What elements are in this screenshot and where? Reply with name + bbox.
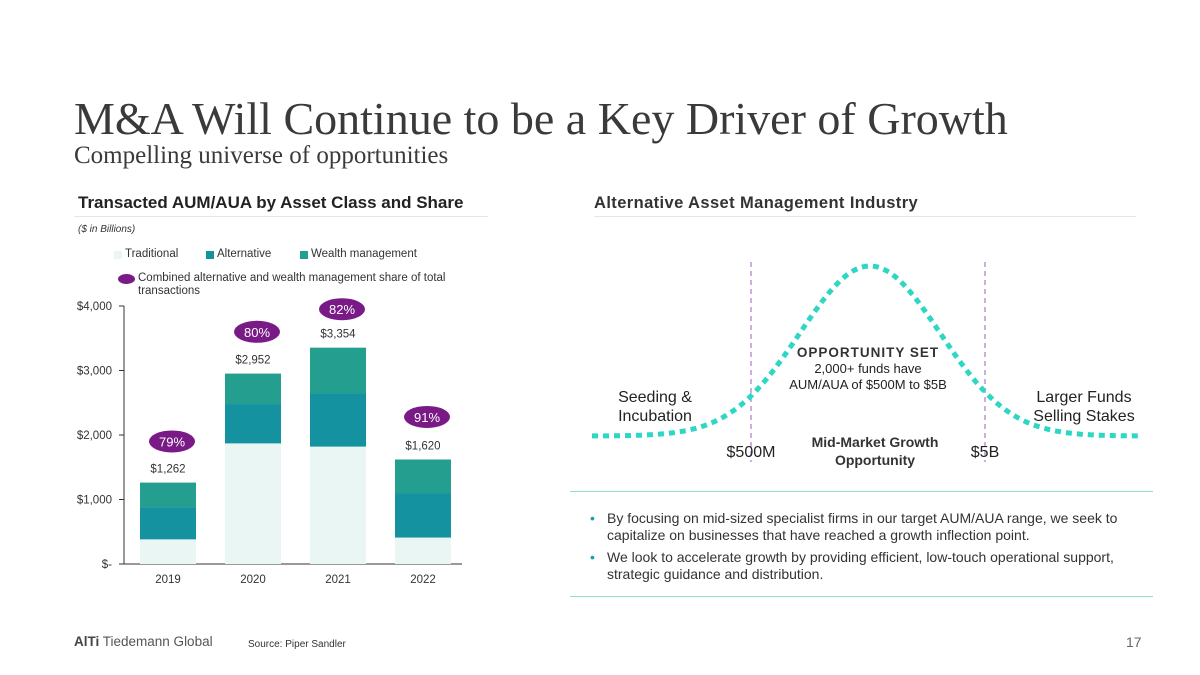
- bar-layer: $- $1,000 $2,000 $3,000 $4,000 2019 $1,262 79% 2…: [77, 298, 451, 586]
- bar-segment-traditional-2022: [395, 537, 451, 564]
- legend-label-traditional: Traditional: [125, 248, 179, 260]
- seeding-label-line-1: Seeding &: [618, 389, 692, 406]
- opportunity-set-line-2: AUM/AUA of $500M to $5B: [789, 377, 947, 392]
- share-badge-2021: 82%: [319, 298, 365, 321]
- bar-segment-wealth-management-2021: [310, 347, 366, 394]
- bullet-text: By focusing on mid-sized specialist firm…: [607, 510, 1118, 543]
- bar-segment-alternative-2020: [225, 404, 281, 444]
- legend-oval-combined-share: [118, 274, 135, 284]
- share-badge-label: 91%: [414, 410, 440, 425]
- bullets-top-divider: [570, 491, 1153, 492]
- larger-funds-label-line-1: Larger Funds: [1036, 389, 1131, 406]
- opportunity-set-heading: OPPORTUNITY SET: [797, 345, 939, 360]
- footer-brand: AlTi Tiedemann Global: [74, 634, 213, 649]
- bar-segment-alternative-2022: [395, 493, 451, 538]
- upper-bound-label: $5B: [971, 444, 999, 461]
- y-tick-label: $4,000: [77, 301, 112, 313]
- slide-title: M&A Will Continue to be a Key Driver of …: [74, 93, 1008, 144]
- footer-brand-rest: Tiedemann Global: [99, 634, 213, 649]
- share-badge-oval: [149, 430, 195, 453]
- mid-market-label-line-2: Opportunity: [835, 452, 915, 468]
- x-tick-label-2019: 2019: [155, 574, 181, 586]
- bullets-bottom-divider: [570, 596, 1153, 597]
- bar-chart-title: Transacted AUM/AUA by Asset Class and Sh…: [78, 193, 464, 212]
- page-number: 17: [1126, 634, 1142, 650]
- industry-diagram-title: Alternative Asset Management Industry: [594, 194, 919, 212]
- x-tick-label-2021: 2021: [325, 574, 351, 586]
- legend-item-combined-share: Combined alternative and wealth manageme…: [118, 272, 468, 298]
- bar-segment-wealth-management-2019: [140, 482, 196, 508]
- total-label-2020: $2,952: [235, 355, 270, 367]
- bar-segment-wealth-management-2022: [395, 459, 451, 494]
- legend-item-traditional: Traditional: [114, 248, 178, 260]
- source-note: Source: Piper Sandler: [248, 639, 346, 650]
- total-label-2021: $3,354: [320, 329, 356, 341]
- bullet-item: • We look to accelerate growth by providi…: [588, 549, 1148, 583]
- legend-label-combined-share: Combined alternative and wealth manageme…: [138, 272, 446, 297]
- opportunity-set-line-1: 2,000+ funds have: [814, 361, 921, 376]
- slide-subtitle: Compelling universe of opportunities: [74, 142, 449, 169]
- share-badge-label: 79%: [159, 434, 185, 449]
- share-badge-oval: [234, 320, 280, 343]
- share-badge-label: 80%: [244, 325, 270, 340]
- share-badge-label: 82%: [329, 302, 355, 317]
- bell-curve: [592, 263, 1138, 439]
- bar-chart: $- $1,000 $2,000 $3,000 $4,000 2019 $1,262 79% 2…: [77, 298, 462, 586]
- total-label-2019: $1,262: [150, 464, 185, 476]
- bar-segment-traditional-2021: [310, 446, 366, 564]
- bar-segment-wealth-management-2020: [225, 373, 281, 405]
- share-badge-oval: [404, 405, 450, 428]
- x-tick-label-2020: 2020: [240, 574, 266, 586]
- x-tick-label-2022: 2022: [410, 574, 436, 586]
- y-tick-label: $-: [102, 559, 112, 571]
- bar-segment-alternative-2021: [310, 393, 366, 447]
- bar-segment-traditional-2019: [140, 539, 196, 564]
- legend-item-wealth-management: Wealth management: [300, 248, 417, 260]
- bullet-item: • By focusing on mid-sized specialist fir…: [588, 510, 1148, 544]
- footer-brand-bold: AlTi: [74, 634, 100, 649]
- legend-label-alternative: Alternative: [217, 248, 272, 260]
- bullet-dot: •: [590, 510, 595, 526]
- larger-funds-label-line-2: Selling Stakes: [1033, 408, 1134, 425]
- lower-bound-label: $500M: [727, 444, 776, 461]
- y-tick-label: $2,000: [77, 430, 112, 442]
- y-tick-label: $1,000: [77, 495, 112, 507]
- bullet-list: • By focusing on mid-sized specialist fir…: [588, 510, 1148, 588]
- bar-segment-traditional-2020: [225, 443, 281, 564]
- total-label-2022: $1,620: [405, 441, 440, 453]
- mid-market-label-line-1: Mid-Market Growth: [812, 434, 939, 450]
- legend-swatch-alternative: [206, 251, 214, 259]
- units-note: ($ in Billions): [78, 224, 136, 235]
- industry-diagram: OPPORTUNITY SET 2,000+ funds have AUM/AU…: [592, 262, 1138, 468]
- legend-item-alternative: Alternative: [206, 248, 271, 260]
- bullet-dot: •: [590, 549, 595, 565]
- share-badge-2020: 80%: [234, 320, 280, 343]
- share-badge-oval: [319, 298, 365, 321]
- share-badge-2022: 91%: [404, 405, 450, 428]
- legend-swatch-traditional: [114, 251, 122, 259]
- legend-swatch-wealth-management: [300, 251, 308, 259]
- y-tick-label: $3,000: [77, 366, 112, 378]
- bar-segment-alternative-2019: [140, 507, 196, 540]
- legend-label-wealth-management: Wealth management: [311, 248, 417, 260]
- bar-chart-title-divider: [74, 216, 488, 217]
- bullet-text: We look to accelerate growth by providin…: [607, 549, 1114, 582]
- share-badge-2019: 79%: [149, 430, 195, 453]
- industry-diagram-title-divider: [594, 216, 1136, 217]
- seeding-label-line-2: Incubation: [618, 408, 692, 425]
